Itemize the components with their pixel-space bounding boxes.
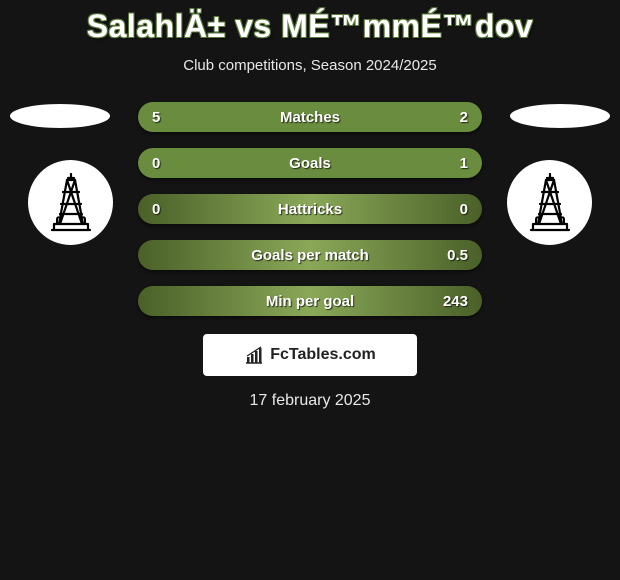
stat-left-value: 5 (152, 109, 160, 126)
stats-list: 5 Matches 2 0 Goals 1 0 Hattricks 0 Goal… (138, 102, 482, 316)
stat-right-value: 0.5 (447, 247, 468, 264)
oil-derrick-icon (46, 172, 96, 234)
player-left-placeholder (10, 104, 110, 128)
stat-row: Goals per match 0.5 (138, 240, 482, 270)
brand-text: FcTables.com (270, 346, 376, 364)
stat-label: Goals (289, 155, 331, 172)
stat-left-value: 0 (152, 155, 160, 172)
stat-label: Min per goal (266, 293, 354, 310)
stat-label: Hattricks (278, 201, 342, 218)
oil-derrick-icon (525, 172, 575, 234)
stat-row: Min per goal 243 (138, 286, 482, 316)
stat-left-value: 0 (152, 201, 160, 218)
stat-label: Matches (280, 109, 340, 126)
club-badge-right (507, 160, 592, 245)
page-title: SalahlÄ± vs MÉ™mmÉ™dov (0, 0, 620, 45)
stat-label: Goals per match (251, 247, 369, 264)
date-label: 17 february 2025 (0, 392, 620, 410)
brand-watermark[interactable]: FcTables.com (203, 334, 417, 376)
stat-row: 0 Goals 1 (138, 148, 482, 178)
subtitle: Club competitions, Season 2024/2025 (0, 57, 620, 74)
club-badge-left (28, 160, 113, 245)
stat-right-value: 1 (460, 155, 468, 172)
stat-right-value: 243 (443, 293, 468, 310)
stat-right-value: 2 (460, 109, 468, 126)
stat-right-value: 0 (460, 201, 468, 218)
stat-row: 5 Matches 2 (138, 102, 482, 132)
player-right-placeholder (510, 104, 610, 128)
stat-row: 0 Hattricks 0 (138, 194, 482, 224)
comparison-area: 5 Matches 2 0 Goals 1 0 Hattricks 0 Goal… (0, 102, 620, 410)
bar-chart-icon (244, 345, 264, 365)
